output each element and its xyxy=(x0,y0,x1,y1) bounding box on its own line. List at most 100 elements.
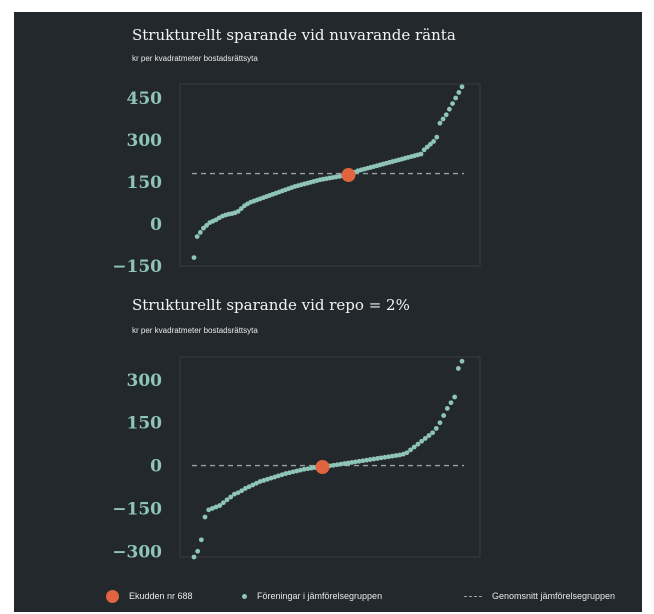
data-point xyxy=(353,459,358,465)
data-point xyxy=(349,460,355,465)
data-point xyxy=(194,234,200,240)
data-point xyxy=(422,436,428,441)
y-tick-label: 300 xyxy=(127,371,163,391)
data-point xyxy=(452,394,458,400)
data-point xyxy=(426,433,432,438)
data-point xyxy=(345,460,351,466)
data-point xyxy=(367,457,373,462)
data-point xyxy=(265,476,270,482)
data-point xyxy=(437,120,443,126)
data-point xyxy=(191,554,197,560)
data-point xyxy=(431,139,437,144)
data-point xyxy=(198,537,204,543)
data-point xyxy=(459,84,465,90)
legend-item-highlight: Ekudden nr 688 xyxy=(106,588,193,604)
data-point xyxy=(213,504,219,510)
data-point xyxy=(202,514,208,520)
data-point xyxy=(338,461,344,467)
data-point xyxy=(440,116,446,122)
data-point xyxy=(334,462,340,468)
y-tick-label: 0 xyxy=(150,215,162,235)
data-point xyxy=(235,209,241,214)
data-point xyxy=(411,444,417,450)
data-point xyxy=(301,466,307,472)
data-point xyxy=(386,454,391,460)
plot-frame xyxy=(179,83,481,267)
data-point xyxy=(279,472,285,478)
y-tick-label: −150 xyxy=(112,257,162,277)
highlight-point xyxy=(341,168,356,182)
data-point xyxy=(261,478,267,483)
data-point xyxy=(246,484,252,490)
data-point xyxy=(197,230,203,235)
data-point xyxy=(331,462,336,468)
data-point xyxy=(360,458,366,464)
data-point xyxy=(456,90,462,95)
chart-2: −300 −150 0 150 300 xyxy=(112,356,481,562)
data-point xyxy=(443,112,449,118)
data-point xyxy=(453,95,459,101)
data-point xyxy=(408,447,414,453)
data-point xyxy=(400,451,406,457)
data-point xyxy=(298,467,303,473)
data-point xyxy=(209,506,215,511)
data-point xyxy=(371,456,377,462)
chart-2-subtitle: kr per kvadratmeter bostadsrättsyta xyxy=(132,326,258,335)
data-point xyxy=(459,358,465,364)
data-point xyxy=(294,468,300,474)
data-point xyxy=(254,480,259,486)
data-point xyxy=(204,223,210,228)
y-tick-label: 150 xyxy=(127,173,163,193)
data-point xyxy=(195,548,201,554)
data-point xyxy=(444,406,450,411)
data-point xyxy=(309,465,314,471)
dashed-line-icon xyxy=(464,595,482,597)
data-point xyxy=(242,486,248,491)
data-point xyxy=(428,141,433,147)
data-point xyxy=(268,475,274,481)
data-point xyxy=(450,101,455,106)
data-point xyxy=(382,454,388,460)
data-point xyxy=(441,413,447,418)
legend-item-group: Föreningar i jämförelsegruppen xyxy=(242,588,382,604)
data-point xyxy=(418,151,424,157)
data-point xyxy=(389,453,395,459)
legend: Ekudden nr 688 Föreningar i jämförelsegr… xyxy=(14,582,642,610)
data-point xyxy=(206,507,212,513)
legend-group-label: Föreningar i jämförelsegruppen xyxy=(257,591,383,601)
data-point xyxy=(287,470,292,476)
y-tick-label: 300 xyxy=(127,131,163,151)
data-point xyxy=(421,147,427,153)
legend-item-average: Genomsnitt jämförelsegruppen xyxy=(464,588,615,604)
data-point xyxy=(356,458,362,464)
data-point xyxy=(231,491,237,497)
data-point xyxy=(220,500,226,506)
data-point xyxy=(364,457,369,463)
chart-1-subtitle: kr per kvadratmeter bostadsrättsyta xyxy=(132,54,258,63)
y-tick-label: −300 xyxy=(112,542,162,562)
chart-panel: Strukturellt sparande vid nuvarande ränt… xyxy=(14,12,642,612)
data-point xyxy=(217,503,223,508)
data-point xyxy=(448,400,454,406)
data-point xyxy=(238,206,244,212)
highlight-dot-icon xyxy=(106,589,119,603)
data-point xyxy=(455,366,461,371)
data-point xyxy=(201,225,206,231)
group-dot-icon xyxy=(242,593,247,599)
data-point xyxy=(437,420,443,426)
data-point xyxy=(250,482,256,488)
data-point xyxy=(433,426,439,431)
data-point xyxy=(290,469,296,475)
data-point xyxy=(415,441,421,447)
data-point xyxy=(378,455,384,461)
data-point xyxy=(272,474,278,480)
data-point xyxy=(191,255,197,260)
data-point xyxy=(224,497,230,503)
chart-2-title: Strukturellt sparande vid repo = 2% xyxy=(132,296,410,314)
data-point xyxy=(434,134,440,140)
legend-average-label: Genomsnitt jämförelsegruppen xyxy=(492,591,616,601)
data-point xyxy=(342,461,347,466)
data-point xyxy=(446,106,452,112)
plot-frame xyxy=(179,356,481,558)
